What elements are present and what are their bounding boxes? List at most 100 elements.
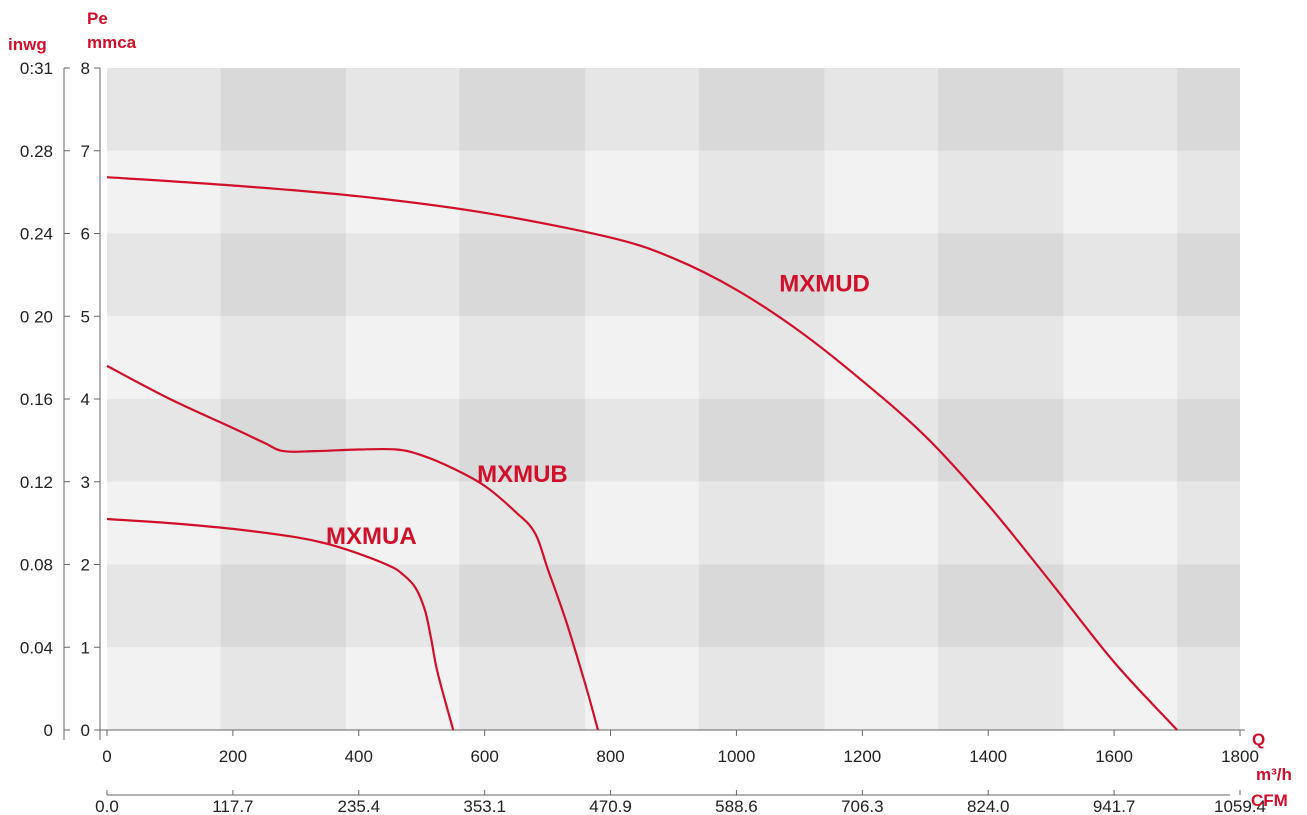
background-cell xyxy=(459,564,586,648)
y-inner-unit-top: Pe xyxy=(87,9,108,28)
background-cell xyxy=(824,647,938,730)
x-unit-top: Q xyxy=(1252,730,1265,749)
background-cell xyxy=(1177,233,1240,317)
background-cell xyxy=(937,647,1064,730)
background-cell xyxy=(937,68,1064,151)
cfm-tick-label: 470.9 xyxy=(589,797,632,815)
background-cell xyxy=(585,316,699,399)
y-tick-label: 4 xyxy=(81,390,90,409)
cfm-unit: CFM xyxy=(1251,791,1288,810)
curve-group xyxy=(106,176,1178,731)
cfm-tick-label: 353.1 xyxy=(463,797,506,815)
background-cell xyxy=(937,481,1064,565)
background-cell xyxy=(220,399,347,482)
background-cell xyxy=(459,647,586,730)
background-cell xyxy=(107,68,221,151)
y-tick-label: 5 xyxy=(81,307,90,326)
background-cell xyxy=(1063,68,1178,151)
x-tick-label: 0 xyxy=(102,747,111,766)
x-tick-label: 400 xyxy=(345,747,373,766)
background-cell xyxy=(346,150,460,234)
x-tick-label: 600 xyxy=(470,747,498,766)
y-outer-tick-label: 0.28 xyxy=(20,142,53,161)
background-cell xyxy=(824,481,938,565)
background-cell xyxy=(824,316,938,399)
background-cell xyxy=(1177,647,1240,730)
background-cell xyxy=(107,564,221,648)
cfm-tick-label: 588.6 xyxy=(715,797,758,815)
background-cell xyxy=(1063,233,1178,317)
background-cell xyxy=(698,150,825,234)
cfm-tick-label: 235.4 xyxy=(338,797,381,815)
background-cell xyxy=(585,647,699,730)
y-outer-tick-label: 0.12 xyxy=(20,473,53,492)
curve-mxmua xyxy=(106,517,455,731)
x-tick-label: 800 xyxy=(596,747,624,766)
background-cell xyxy=(585,481,699,565)
x-tick-label: 1000 xyxy=(718,747,756,766)
background-cell xyxy=(937,233,1064,317)
y-tick-label: 8 xyxy=(81,59,90,78)
background-cell xyxy=(698,68,825,151)
y-tick-label: 7 xyxy=(81,142,90,161)
background-cell xyxy=(1177,481,1240,565)
background-cell xyxy=(346,399,460,482)
x-tick-label: 1200 xyxy=(843,747,881,766)
background-cell xyxy=(346,647,460,730)
curve-labels: MXMUA MXMUB MXMUD xyxy=(326,270,870,549)
background-cell xyxy=(220,68,347,151)
background-cell xyxy=(1063,316,1178,399)
background-cell xyxy=(107,233,221,317)
y-tick-label: 2 xyxy=(81,556,90,575)
background-cell xyxy=(1063,647,1178,730)
background-cell xyxy=(824,399,938,482)
background-cell xyxy=(1177,399,1240,482)
background-cell xyxy=(107,150,221,234)
background-cell xyxy=(698,647,825,730)
x-tick-label: 200 xyxy=(219,747,247,766)
background-cell xyxy=(585,150,699,234)
y-outer-tick-label: 0.04 xyxy=(20,638,53,657)
x-unit-bottom: m³/h xyxy=(1256,765,1292,784)
background-cell xyxy=(824,564,938,648)
background-cell xyxy=(585,564,699,648)
checkerboard-background xyxy=(107,68,1240,730)
background-cell xyxy=(459,68,586,151)
background-cell xyxy=(459,316,586,399)
background-cell xyxy=(459,150,586,234)
x-tick-label: 1400 xyxy=(969,747,1007,766)
background-cell xyxy=(824,233,938,317)
background-cell xyxy=(346,564,460,648)
cfm-tick-label: 0.0 xyxy=(95,797,119,815)
background-cell xyxy=(220,316,347,399)
background-cell xyxy=(698,481,825,565)
background-cell xyxy=(220,564,347,648)
background-cell xyxy=(346,68,460,151)
y-outer-tick-label: 0.16 xyxy=(20,390,53,409)
background-cell xyxy=(1177,68,1240,151)
background-cell xyxy=(1063,564,1178,648)
background-cell xyxy=(220,233,347,317)
x-tick-label: 1600 xyxy=(1095,747,1133,766)
cfm-tick-label: 941.7 xyxy=(1093,797,1136,815)
y-tick-label: 1 xyxy=(81,638,90,657)
background-cell xyxy=(220,647,347,730)
background-cell xyxy=(346,233,460,317)
x-tick-label: 1800 xyxy=(1221,747,1259,766)
background-cell xyxy=(346,481,460,565)
curve-label-mxmub: MXMUB xyxy=(477,461,568,488)
background-cell xyxy=(698,399,825,482)
background-cell xyxy=(937,399,1064,482)
background-cell xyxy=(1063,150,1178,234)
cfm-tick-label: 824.0 xyxy=(967,797,1010,815)
background-cell xyxy=(346,316,460,399)
curve-label-mxmua: MXMUA xyxy=(326,523,417,550)
cfm-tick-label: 117.7 xyxy=(212,797,253,815)
background-cell xyxy=(824,150,938,234)
background-cell xyxy=(459,233,586,317)
background-cell xyxy=(1063,481,1178,565)
background-cell xyxy=(1063,399,1178,482)
cfm-tick-label: 706.3 xyxy=(841,797,884,815)
